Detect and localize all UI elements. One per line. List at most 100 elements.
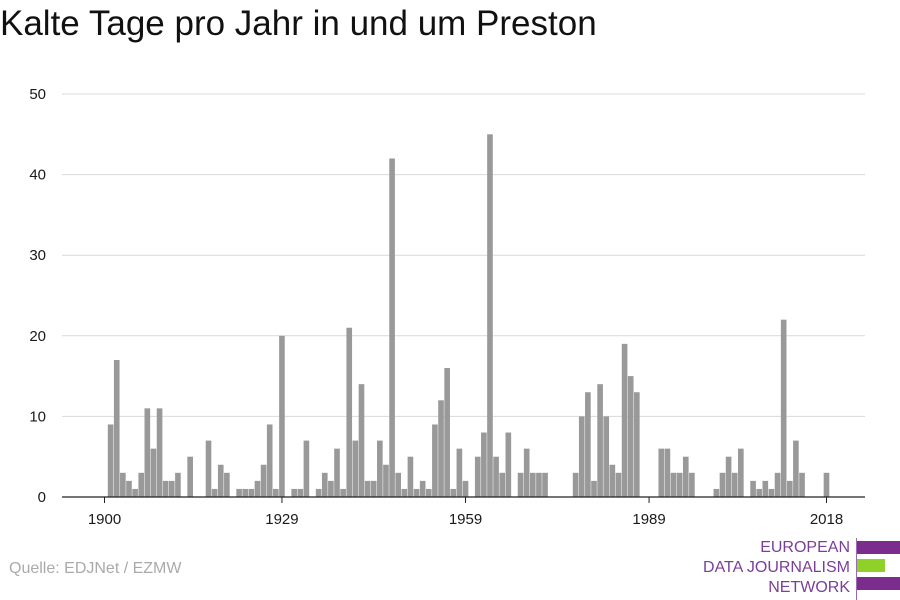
bar <box>377 440 383 497</box>
bar <box>731 472 738 497</box>
bar <box>321 472 328 497</box>
bar <box>340 488 346 497</box>
bar <box>793 440 799 497</box>
bar <box>395 472 402 497</box>
bar <box>487 134 493 498</box>
bar <box>719 472 726 497</box>
bar <box>315 488 322 497</box>
bar-chart: 0 10 20 30 40 50 1900 1929 1959 1989 2018 <box>29 86 865 528</box>
bar <box>774 472 781 497</box>
bar <box>389 158 395 498</box>
bar <box>670 472 677 497</box>
x-tick-label: 1929 <box>265 511 298 528</box>
grid-lines <box>62 93 865 417</box>
chart-title: Kalte Tage pro Jahr in und um Preston <box>0 4 597 43</box>
bar <box>211 488 218 497</box>
logo-line-3: NETWORK <box>768 579 850 596</box>
bar <box>254 480 261 497</box>
x-tick-labels: 1900 1929 1959 1989 2018 <box>88 511 843 528</box>
logo-line-1: EUROPEAN <box>760 539 850 556</box>
x-tick-label: 1989 <box>632 511 665 528</box>
bar <box>725 456 732 497</box>
y-tick-label: 20 <box>29 328 46 345</box>
bar <box>517 472 524 497</box>
edjnet-logo[interactable]: EUROPEAN DATA JOURNALISM NETWORK <box>690 538 900 600</box>
bar <box>542 472 548 497</box>
bar <box>383 464 389 497</box>
bar <box>505 432 512 497</box>
bar <box>168 480 175 497</box>
logo-bar-green <box>857 559 885 572</box>
bar <box>615 472 622 497</box>
bar <box>407 456 414 497</box>
x-tick-label: 1900 <box>88 511 121 528</box>
bar <box>138 472 145 497</box>
logo-text: EUROPEAN DATA JOURNALISM NETWORK <box>703 538 850 598</box>
bar <box>144 408 151 497</box>
bar <box>303 440 310 497</box>
bar <box>346 327 353 497</box>
bar <box>236 488 242 497</box>
bar <box>823 472 830 497</box>
bar <box>217 464 224 497</box>
bar <box>107 424 114 497</box>
bar <box>786 480 793 497</box>
bar <box>756 488 763 497</box>
bar <box>291 488 297 497</box>
bar <box>474 456 481 497</box>
bar <box>352 440 359 497</box>
bar <box>627 376 634 497</box>
bar <box>266 424 273 497</box>
bar <box>450 488 457 497</box>
bar <box>799 472 805 497</box>
bar <box>536 472 542 497</box>
bar <box>529 472 536 497</box>
bar <box>297 488 304 497</box>
x-tick-label: 1959 <box>449 511 482 528</box>
bar <box>591 480 597 497</box>
bar <box>609 464 616 497</box>
bar <box>224 472 230 497</box>
bar <box>132 488 138 497</box>
bar <box>279 335 285 497</box>
bar <box>205 440 212 497</box>
bar <box>634 392 640 497</box>
bar <box>187 456 193 497</box>
bar <box>780 319 787 497</box>
y-tick-label: 30 <box>29 247 46 264</box>
bar <box>572 472 579 497</box>
bar <box>462 480 469 497</box>
bar <box>578 416 585 497</box>
bar <box>242 488 249 497</box>
bar <box>738 448 744 497</box>
bar <box>603 416 610 497</box>
bar <box>456 448 463 497</box>
bar <box>493 456 499 497</box>
bar <box>156 408 163 497</box>
y-tick-label: 0 <box>38 489 46 506</box>
bar <box>438 400 444 497</box>
logo-bar-purple-top <box>857 541 900 554</box>
bar <box>162 480 169 497</box>
bar <box>150 448 157 497</box>
bar <box>585 392 591 497</box>
bar <box>364 480 371 497</box>
bar <box>401 488 408 497</box>
bar <box>444 368 450 497</box>
bar <box>689 472 695 497</box>
bar <box>523 448 530 497</box>
bar <box>273 488 279 497</box>
logo-divider <box>856 538 857 600</box>
y-tick-label: 10 <box>29 408 46 425</box>
bar <box>499 472 506 497</box>
logo-bar-purple-bottom <box>857 577 900 590</box>
bar <box>425 488 432 497</box>
bar <box>328 480 334 497</box>
bar <box>664 448 671 497</box>
bar <box>419 480 426 497</box>
y-tick-label: 40 <box>29 167 46 184</box>
y-tick-label: 50 <box>29 86 46 103</box>
bar <box>260 464 267 497</box>
bar <box>113 359 120 497</box>
bars <box>107 134 830 498</box>
